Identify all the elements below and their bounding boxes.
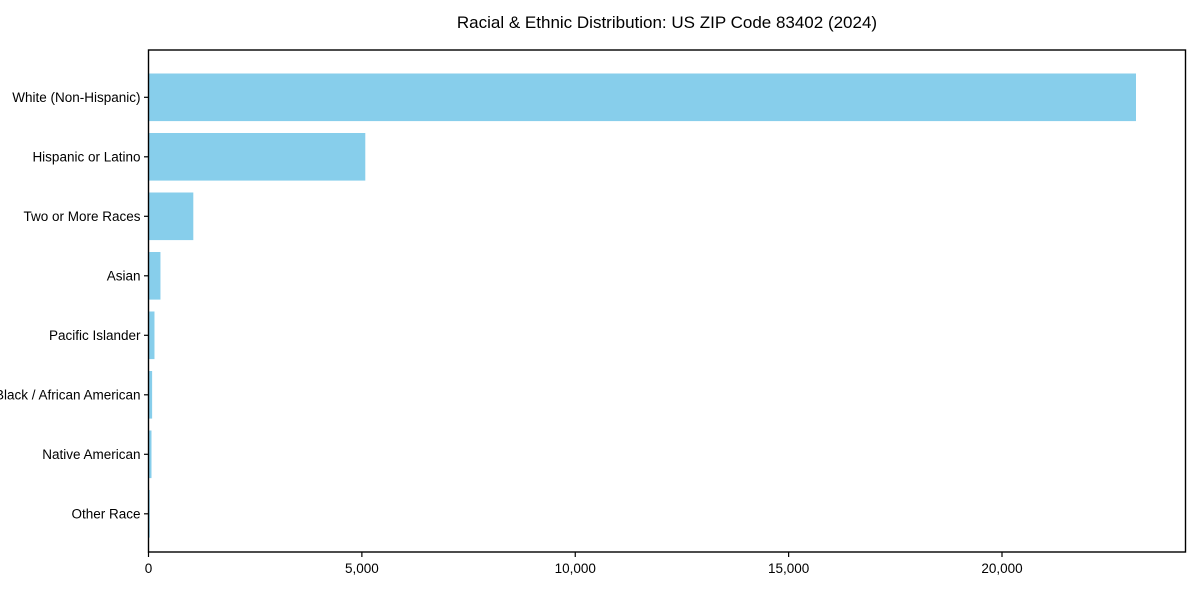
y-tick-label-pacific-islander: Pacific Islander — [49, 328, 141, 343]
x-tick-label-5000: 5,000 — [345, 561, 379, 576]
axes-layer: White (Non-Hispanic) Hispanic or Latino Tw… — [0, 49, 1187, 576]
x-tick-label-0: 0 — [145, 561, 153, 576]
y-tick-label-black-african-american: Black / African American — [0, 387, 141, 402]
bar-native-american — [148, 430, 152, 479]
x-tick-label-15000: 15,000 — [768, 561, 809, 576]
bar-two-or-more-races — [148, 192, 194, 241]
y-tick-label-two-or-more-races: Two or More Races — [23, 209, 140, 224]
x-tick-label-20000: 20,000 — [981, 561, 1022, 576]
y-tick-label-hispanic-or-latino: Hispanic or Latino — [32, 149, 140, 164]
bar-hispanic-or-latino — [148, 133, 366, 181]
plot-border — [147, 49, 1187, 553]
bars-layer — [148, 73, 1136, 538]
bar-asian — [148, 252, 161, 300]
bar-white-non-hispanic — [148, 73, 1136, 122]
chart-title: Racial & Ethnic Distribution: US ZIP Cod… — [457, 13, 877, 32]
bar-pacific-islander — [148, 311, 155, 360]
y-tick-label-other-race: Other Race — [71, 506, 140, 521]
y-tick-label-asian: Asian — [107, 268, 141, 283]
bar-black-african-american — [148, 371, 153, 419]
y-tick-label-white-non-hispanic: White (Non-Hispanic) — [12, 90, 140, 105]
y-tick-label-native-american: Native American — [42, 447, 140, 462]
x-tick-label-10000: 10,000 — [555, 561, 596, 576]
